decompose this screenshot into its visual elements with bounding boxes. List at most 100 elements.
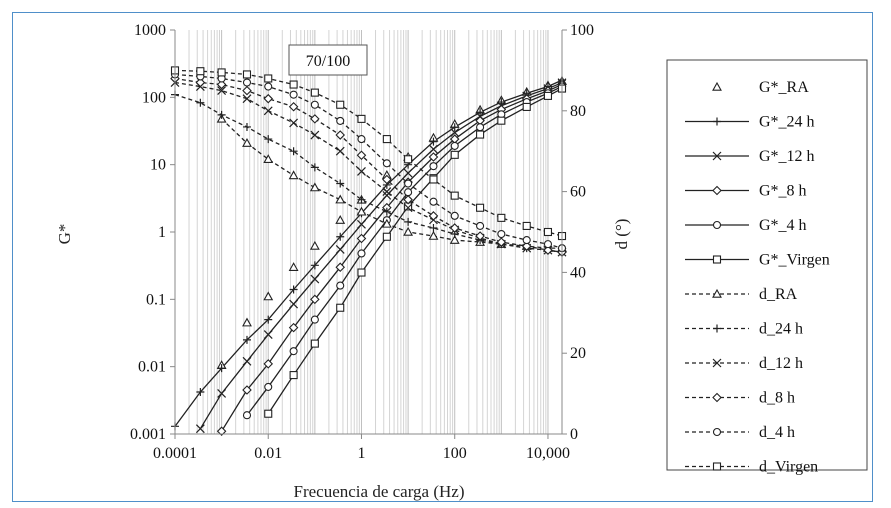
data-point [450, 128, 460, 137]
data-point [289, 118, 299, 128]
data-point [289, 90, 298, 99]
data-point [195, 77, 206, 88]
data-point [404, 179, 413, 188]
right-tick-label: 0 [570, 426, 578, 443]
data-point [242, 122, 251, 131]
left-tick-label: 1000 [134, 22, 166, 39]
left-tick-label: 100 [142, 89, 166, 106]
data-point [217, 68, 226, 77]
data-point [264, 135, 273, 144]
data-point [712, 255, 722, 264]
data-point [428, 230, 439, 240]
data-point [497, 213, 506, 222]
data-point [289, 147, 298, 156]
data-point [217, 110, 226, 119]
data-point [310, 114, 320, 124]
data-point [242, 70, 252, 79]
data-point [216, 426, 227, 436]
legend-label: G*_8 h [759, 183, 807, 200]
legend-label: d_12 h [759, 355, 803, 372]
right-tick-label: 60 [570, 184, 586, 201]
data-point [429, 162, 438, 171]
data-point [217, 389, 227, 398]
data-point [497, 116, 506, 125]
data-point [543, 91, 553, 100]
series-line [174, 81, 563, 253]
data-point [263, 106, 273, 116]
data-point [263, 93, 274, 104]
data-point [476, 130, 485, 139]
data-point [309, 182, 320, 192]
right-tick-label: 100 [570, 22, 594, 39]
data-point [242, 411, 252, 420]
data-point [336, 100, 345, 109]
data-point [404, 155, 413, 164]
data-point [242, 137, 252, 147]
x-axis-label: Frecuencia de carga (Hz) [294, 482, 465, 501]
left-y-axis-label: G* [55, 224, 74, 245]
legend-label: d_RA [759, 286, 798, 303]
data-point [712, 427, 722, 437]
data-point [450, 150, 459, 159]
data-point [712, 81, 722, 91]
series-line [246, 85, 563, 416]
data-point [428, 152, 439, 162]
data-point [263, 154, 274, 164]
data-point [357, 114, 366, 123]
data-point [713, 324, 721, 333]
data-point [289, 80, 298, 89]
data-point [357, 249, 366, 258]
data-point [336, 116, 345, 125]
data-point [288, 322, 299, 333]
left-tick-label: 0.01 [138, 359, 166, 376]
data-point [289, 285, 298, 294]
data-point [381, 218, 392, 228]
data-point [712, 185, 722, 196]
data-point [497, 229, 506, 239]
data-point [242, 85, 252, 96]
data-point [429, 175, 438, 184]
data-point [310, 163, 319, 172]
data-point [289, 347, 298, 356]
data-point [429, 144, 438, 154]
data-point [522, 221, 531, 230]
data-point [336, 303, 345, 312]
data-point [712, 358, 722, 368]
data-point [403, 168, 413, 178]
data-point [449, 223, 460, 233]
legend-label: d_Virgen [759, 459, 818, 476]
series-lines [174, 69, 563, 432]
series-markers [170, 66, 567, 436]
left-tick-label: 10 [150, 157, 166, 174]
data-point [289, 371, 298, 380]
data-point [335, 146, 345, 156]
data-point [382, 190, 392, 200]
chart: 1000 100 10 1 0.1 0.01 0.001 100 80 60 40 20 0 0.00… [55, 22, 868, 501]
data-point [310, 88, 319, 97]
x-ticks: 0.0001 0.01 1 100 10,000 [153, 434, 570, 462]
data-point [309, 240, 320, 250]
data-point [356, 233, 367, 244]
data-point [521, 241, 532, 251]
data-point [242, 317, 252, 327]
data-point [522, 102, 531, 111]
data-point [543, 240, 553, 249]
data-point [357, 166, 366, 176]
data-point [216, 79, 227, 90]
data-point [263, 330, 273, 339]
x-tick-label: 100 [443, 445, 467, 462]
figure-frame: 1000 100 10 1 0.1 0.01 0.001 100 80 60 40 20 0 0.00… [12, 12, 873, 502]
left-tick-label: 0.1 [146, 291, 166, 308]
data-point [429, 197, 438, 206]
data-point [382, 174, 392, 185]
data-point [310, 130, 320, 140]
data-point [712, 392, 722, 403]
data-point [403, 203, 413, 213]
data-point [428, 211, 439, 221]
data-point [336, 281, 345, 290]
data-point [382, 207, 391, 216]
data-point [335, 215, 346, 224]
data-point [449, 234, 460, 244]
data-point [242, 94, 252, 104]
data-point [429, 137, 438, 146]
